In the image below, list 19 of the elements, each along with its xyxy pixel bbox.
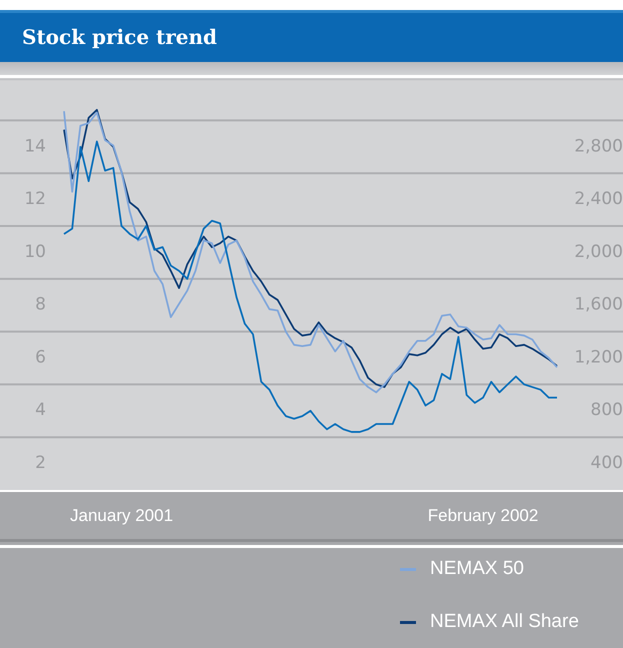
y2-tick-label: 1,200	[574, 347, 623, 368]
y-tick-label: 10	[24, 242, 46, 262]
y-tick-label: 12	[24, 189, 46, 210]
y2-tick-label: 2,000	[574, 242, 623, 262]
y-tick-label: 2	[35, 453, 46, 474]
y2-tick-label: 400	[590, 453, 623, 474]
y-tick-label: 8	[35, 294, 46, 315]
y2-tick-label: 2,400	[574, 189, 623, 210]
y-tick-label: 4	[35, 400, 46, 420]
y2-tick-label: 2,800	[574, 136, 623, 156]
x-tick-label: January 2001	[70, 506, 174, 525]
legend-label: NEMAX All Share	[430, 611, 579, 633]
y2-tick-label: 800	[590, 400, 623, 420]
x-tick-label: February 2002	[428, 506, 538, 525]
chart-title: Stock price trend	[0, 10, 623, 62]
y-tick-label: 6	[35, 347, 46, 368]
y2-tick-label: 1,600	[574, 294, 623, 315]
y-tick-label: 14	[24, 136, 46, 156]
legend-label: NEMAX 50	[430, 558, 524, 580]
